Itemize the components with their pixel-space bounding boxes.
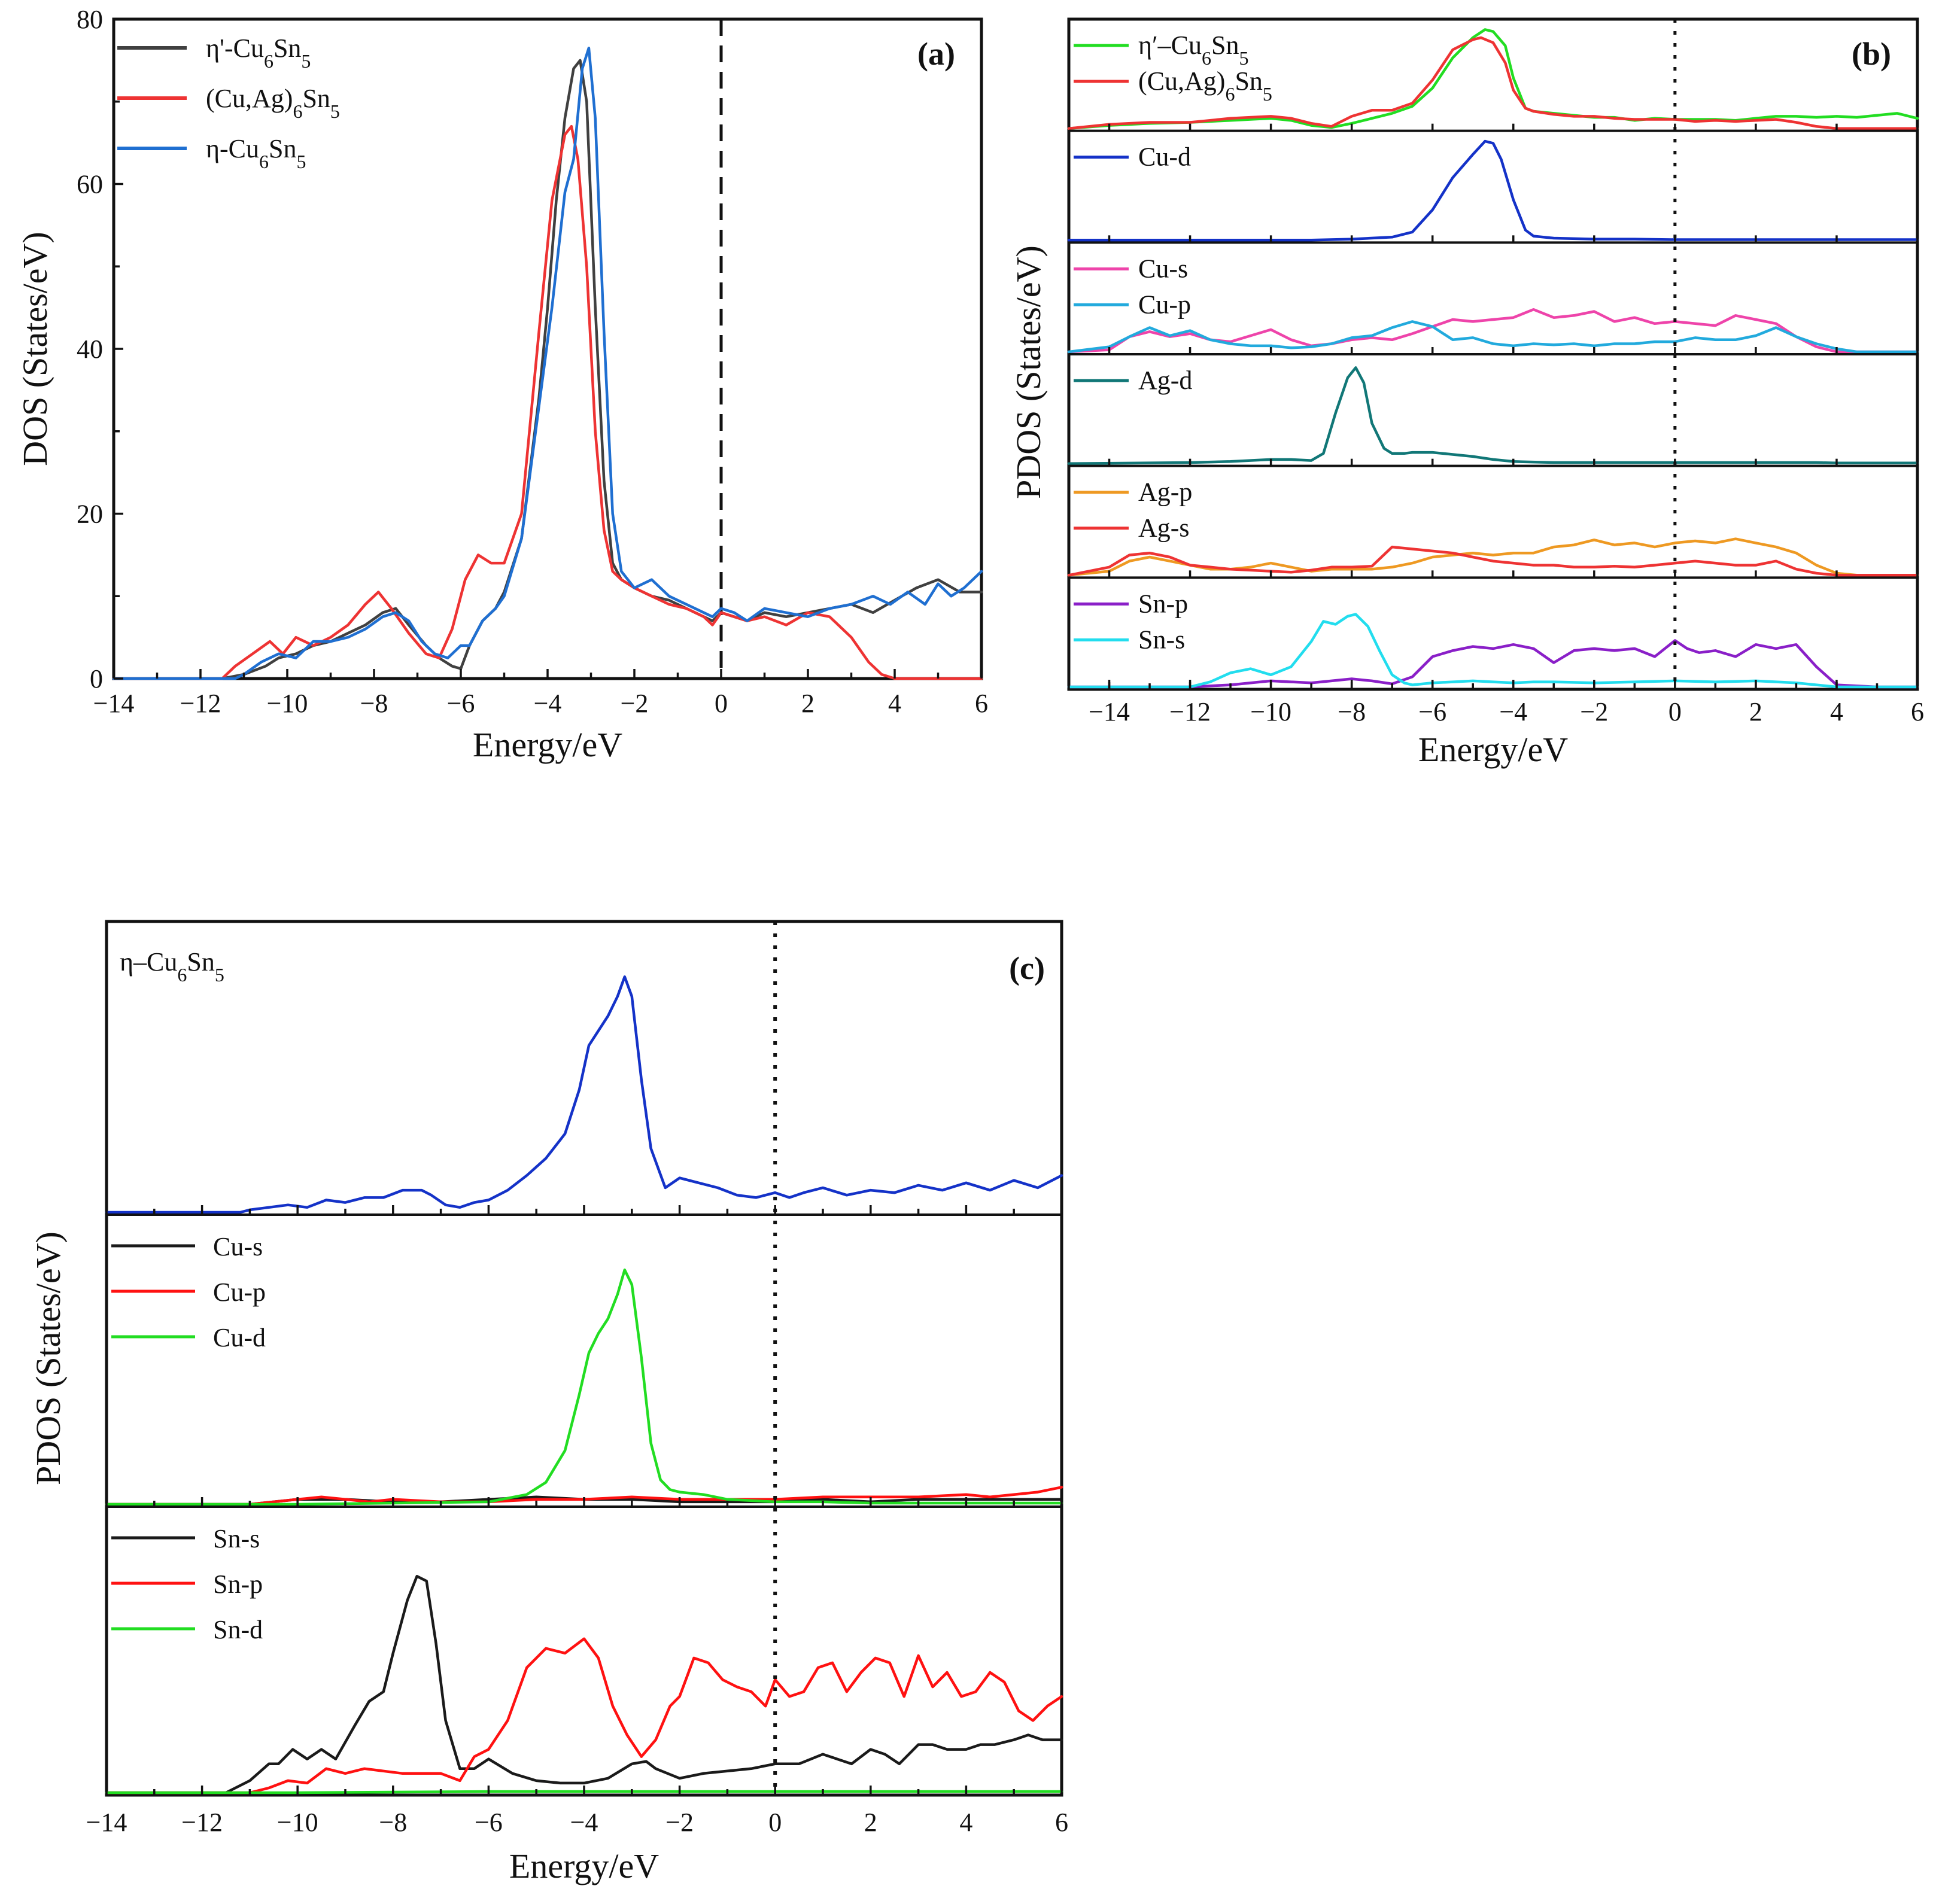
series-line-b [1067, 613, 1919, 689]
a-x-tick-label: −2 [621, 689, 649, 718]
legend-label-b: Cu-d [1138, 142, 1191, 172]
a-x-tick-label: 0 [715, 689, 728, 718]
y-axis-title-a: DOS (States/eV) [16, 232, 54, 466]
a-x-tick-label: 6 [975, 689, 988, 718]
a-x-tick-label: −10 [267, 689, 308, 718]
chart-panel-b: η′–Cu6Sn5(Cu,Ag)6Sn5 Cu-d Cu-s Cu-p Ag-d Ag-p… [1009, 17, 1924, 769]
legend-label-b: η′–Cu6Sn5 [1138, 31, 1248, 69]
b-x-tick-label: −4 [1499, 697, 1527, 726]
legend-label-c: Cu-s [213, 1232, 263, 1261]
a-y-tick-label: 0 [90, 664, 103, 694]
legend-label-c: Sn-p [213, 1570, 263, 1599]
legend-label-b: (Cu,Ag)6Sn5 [1138, 66, 1272, 105]
a-x-tick-label: −4 [534, 689, 562, 718]
c-x-tick-label: −12 [181, 1808, 223, 1837]
series-line-c [105, 1269, 1063, 1506]
a-y-tick-label: 40 [77, 334, 103, 364]
chart-panel-c: η–Cu6Sn5 Cu-s Cu-p Cu-d Sn-s Sn-p Sn-d −14 −12 −1… [29, 920, 1068, 1885]
series-line-a [112, 124, 983, 680]
a-x-tick-label: 4 [888, 689, 901, 718]
c-x-tick-label: −2 [665, 1808, 694, 1837]
c-x-tick-label: −6 [475, 1808, 503, 1837]
chart-panel-a: −14 −12 −10 −8 −6 −4 −2 0 2 4 6020406080Energy/eVD… [16, 5, 988, 764]
panel-label-c: (c) [1009, 950, 1045, 986]
panel-label-a: (a) [917, 36, 955, 72]
b-x-tick-label: 0 [1668, 697, 1682, 726]
b-x-tick-label: −12 [1169, 697, 1211, 726]
x-axis-title-c: Energy/eV [509, 1847, 659, 1885]
a-y-tick-label: 60 [77, 170, 103, 199]
legend-label-b: Ag-d [1138, 366, 1192, 395]
b-x-tick-label: −10 [1250, 697, 1291, 726]
legend-label-b: Cu-p [1138, 290, 1191, 319]
b-x-tick-label: −2 [1580, 697, 1608, 726]
legend-label-c: Cu-d [213, 1323, 266, 1352]
series-line-c [105, 975, 1063, 1214]
series-line-c [105, 1637, 1063, 1794]
series-line-a [112, 46, 983, 680]
b-x-tick-label: 6 [1911, 697, 1924, 726]
a-y-tick-label: 20 [77, 500, 103, 529]
legend-label-c: η–Cu6Sn5 [120, 947, 224, 986]
series-line-c [105, 1574, 1063, 1794]
c-x-tick-label: 4 [959, 1808, 972, 1837]
legend-label-a: η-Cu6Sn5 [206, 134, 306, 172]
a-y-tick-label: 80 [77, 5, 103, 34]
legend-label-b: Sn-s [1138, 625, 1185, 654]
c-x-tick-label: 6 [1055, 1808, 1068, 1837]
c-x-tick-label: 2 [864, 1808, 877, 1837]
a-x-tick-label: −14 [93, 689, 135, 718]
legend-label-c: Sn-s [213, 1524, 260, 1553]
legend-label-a: (Cu,Ag)6Sn5 [206, 84, 340, 122]
c-x-tick-label: −8 [379, 1808, 407, 1837]
series-line-b [1067, 308, 1919, 354]
series-line-b [1067, 537, 1919, 577]
a-x-tick-label: −12 [180, 689, 221, 718]
plot-frame-c [105, 920, 1063, 1797]
c-x-tick-label: −10 [277, 1808, 318, 1837]
a-x-tick-label: 2 [801, 689, 814, 718]
legend-label-b: Ag-s [1138, 513, 1190, 543]
b-x-tick-label: −8 [1338, 697, 1366, 726]
legend-label-a: η'-Cu6Sn5 [206, 34, 311, 72]
series-line-b [1067, 320, 1919, 354]
a-x-tick-label: −8 [360, 689, 388, 718]
series-line-b [1067, 139, 1919, 242]
b-x-tick-label: 2 [1749, 697, 1762, 726]
series-line-b [1067, 36, 1919, 130]
c-x-tick-label: −14 [86, 1808, 127, 1837]
legend-label-c: Sn-d [213, 1615, 263, 1644]
series-line-a [112, 59, 983, 680]
panel-label-b: (b) [1852, 36, 1891, 72]
series-line-b [1067, 545, 1919, 577]
x-axis-title-a: Energy/eV [473, 725, 622, 764]
b-x-tick-label: −14 [1089, 697, 1130, 726]
legend-label-b: Sn-p [1138, 589, 1188, 618]
y-axis-title-b: PDOS (States/eV) [1009, 245, 1048, 499]
c-x-tick-label: 0 [768, 1808, 782, 1837]
series-line-b [1067, 366, 1919, 465]
c-x-tick-label: −4 [570, 1808, 598, 1837]
legend-label-b: Cu-s [1138, 254, 1188, 283]
series-line-b [1067, 639, 1919, 689]
legend-label-b: Ag-p [1138, 477, 1192, 507]
b-x-tick-label: 4 [1830, 697, 1843, 726]
series-line-c [105, 1486, 1063, 1506]
a-x-tick-label: −6 [447, 689, 475, 718]
legend-label-c: Cu-p [213, 1278, 266, 1307]
b-x-tick-label: −6 [1418, 697, 1446, 726]
y-axis-title-c: PDOS (States/eV) [29, 1231, 68, 1485]
x-axis-title-b: Energy/eV [1418, 730, 1568, 769]
